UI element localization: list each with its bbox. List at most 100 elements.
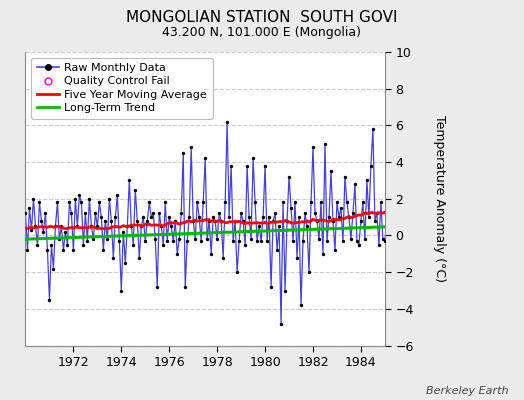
- Point: [293, 254, 301, 261]
- Point: [249, 155, 257, 162]
- Point: [397, 214, 405, 220]
- Point: [61, 229, 70, 235]
- Point: [91, 210, 100, 217]
- Point: [157, 223, 166, 230]
- Point: [239, 218, 247, 224]
- Point: [153, 284, 161, 290]
- Point: [283, 218, 291, 224]
- Point: [261, 162, 269, 169]
- Point: [187, 144, 195, 151]
- Point: [427, 205, 435, 211]
- Point: [253, 238, 261, 244]
- Point: [103, 236, 112, 242]
- Point: [161, 199, 169, 206]
- Point: [167, 223, 176, 230]
- Point: [163, 238, 171, 244]
- Point: [325, 214, 333, 220]
- Point: [231, 218, 239, 224]
- Point: [99, 247, 107, 253]
- Point: [305, 269, 313, 275]
- Point: [391, 238, 399, 244]
- Point: [243, 162, 252, 169]
- Point: [223, 118, 231, 125]
- Point: [281, 287, 289, 294]
- Point: [337, 205, 345, 211]
- Point: [87, 223, 95, 230]
- Point: [147, 214, 156, 220]
- Point: [417, 236, 425, 242]
- Point: [399, 236, 407, 242]
- Point: [277, 320, 285, 327]
- Point: [85, 196, 94, 202]
- Point: [434, 210, 443, 217]
- Point: [97, 214, 105, 220]
- Point: [83, 238, 92, 244]
- Point: [71, 196, 80, 202]
- Point: [67, 210, 75, 217]
- Point: [295, 214, 303, 220]
- Point: [431, 199, 439, 206]
- Point: [63, 242, 72, 248]
- Point: [423, 218, 431, 224]
- Point: [259, 214, 267, 220]
- Point: [287, 205, 295, 211]
- Point: [57, 223, 66, 230]
- Point: [307, 199, 315, 206]
- Point: [251, 199, 259, 206]
- Point: [169, 238, 178, 244]
- Point: [175, 236, 183, 242]
- Point: [363, 177, 371, 184]
- Point: [235, 238, 243, 244]
- Point: [245, 214, 253, 220]
- Point: [219, 254, 227, 261]
- Point: [451, 168, 459, 174]
- Point: [173, 251, 181, 257]
- Point: [341, 174, 349, 180]
- Point: [133, 218, 141, 224]
- Y-axis label: Temperature Anomaly (°C): Temperature Anomaly (°C): [433, 115, 446, 282]
- Point: [89, 236, 97, 242]
- Point: [185, 214, 193, 220]
- Point: [449, 214, 457, 220]
- Point: [345, 214, 353, 220]
- Point: [349, 210, 357, 217]
- Point: [191, 236, 200, 242]
- Point: [411, 177, 419, 184]
- Point: [115, 238, 124, 244]
- Point: [377, 199, 385, 206]
- Point: [69, 247, 78, 253]
- Point: [323, 238, 331, 244]
- Point: [263, 238, 271, 244]
- Point: [35, 199, 43, 206]
- Point: [51, 223, 60, 230]
- Point: [117, 287, 126, 294]
- Point: [407, 218, 415, 224]
- Point: [370, 218, 379, 224]
- Point: [75, 192, 84, 198]
- Point: [65, 199, 73, 206]
- Point: [217, 218, 225, 224]
- Text: MONGOLIAN STATION  SOUTH GOVI: MONGOLIAN STATION SOUTH GOVI: [126, 10, 398, 25]
- Point: [439, 242, 447, 248]
- Point: [21, 210, 30, 217]
- Point: [145, 199, 154, 206]
- Point: [313, 218, 321, 224]
- Point: [53, 199, 62, 206]
- Point: [125, 177, 134, 184]
- Point: [446, 199, 455, 206]
- Point: [271, 210, 279, 217]
- Point: [359, 199, 367, 206]
- Point: [197, 238, 205, 244]
- Point: [205, 218, 213, 224]
- Point: [113, 192, 122, 198]
- Point: [101, 218, 110, 224]
- Point: [381, 238, 389, 244]
- Point: [257, 238, 265, 244]
- Point: [265, 214, 274, 220]
- Point: [159, 242, 168, 248]
- Point: [41, 210, 50, 217]
- Point: [31, 223, 40, 230]
- Point: [107, 218, 115, 224]
- Point: [279, 199, 287, 206]
- Point: [129, 242, 137, 248]
